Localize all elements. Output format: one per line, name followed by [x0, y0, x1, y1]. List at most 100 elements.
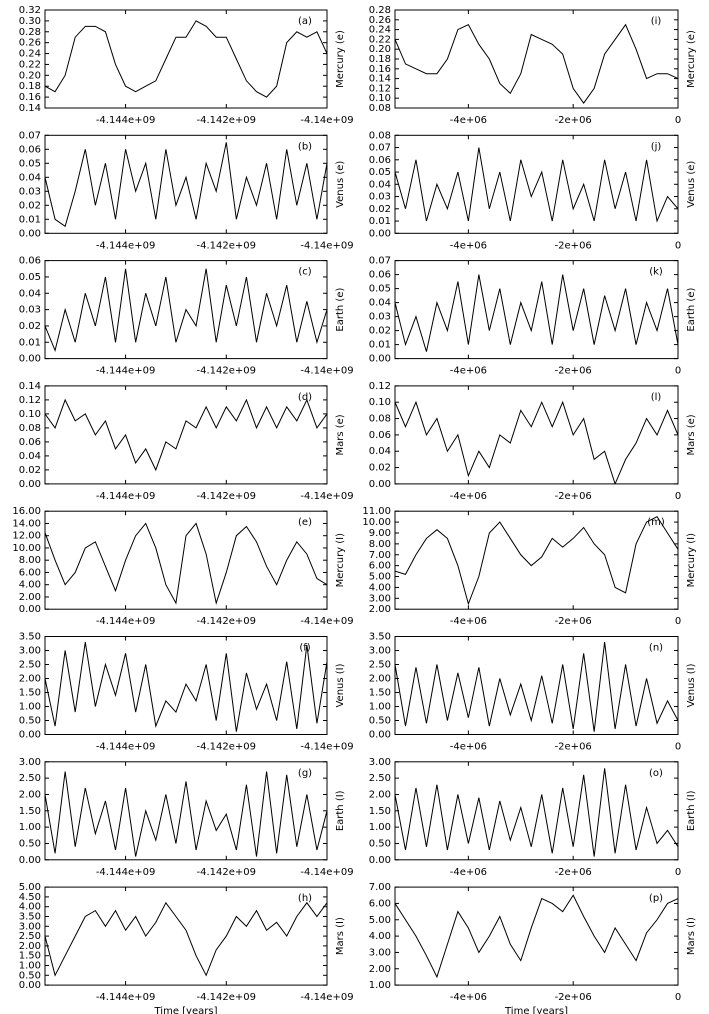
- y-tick-label: 0.50: [19, 716, 41, 727]
- y-tick-label: 8.00: [19, 555, 41, 566]
- data-line: [45, 268, 327, 353]
- y-tick-label: 0.26: [369, 15, 391, 26]
- y-tick-label: 3.00: [369, 757, 391, 768]
- x-tick-label: -4.142e+09: [197, 366, 257, 377]
- x-tick-label: -4e+06: [450, 867, 487, 878]
- y-tick-label: 10.00: [12, 543, 41, 554]
- x-tick-label: -4e+06: [450, 992, 487, 1003]
- y-tick-label: 4.00: [19, 580, 41, 591]
- x-tick-label: -4.14e+09: [300, 240, 353, 251]
- x-axis-label: Time [years]: [504, 1006, 568, 1014]
- plot-frame: [394, 761, 679, 861]
- y-tick-label: 0.06: [369, 270, 391, 281]
- y-tick-label: 0.24: [369, 25, 391, 36]
- y-tick-label: 0.03: [19, 305, 41, 316]
- y-tick-label: 0.00: [369, 228, 391, 239]
- data-line: [45, 522, 327, 606]
- data-line: [45, 398, 327, 472]
- data-line: [395, 400, 678, 484]
- x-tick-label: -4.142e+09: [197, 992, 257, 1003]
- y-tick-label: 1.00: [19, 961, 41, 972]
- panel-label: (h): [298, 893, 312, 904]
- plot-frame: [394, 134, 679, 234]
- plot-area: [395, 642, 678, 732]
- plot-area: [395, 400, 678, 484]
- data-line: [45, 20, 327, 98]
- y-tick-label: 0.04: [369, 179, 391, 190]
- y-tick-label: 2.50: [19, 773, 41, 784]
- panel-label: (f): [299, 643, 310, 654]
- y-tick-label: 5.00: [369, 915, 391, 926]
- plot-frame: [394, 9, 679, 109]
- data-line: [395, 515, 678, 606]
- data-line: [395, 23, 678, 104]
- y-tick-label: 0.03: [19, 186, 41, 197]
- x-tick-label: -4.144e+09: [96, 115, 156, 126]
- plot-area: [45, 771, 327, 857]
- y-tick-label: 0.00: [369, 730, 391, 741]
- y-tick-label: 0.00: [19, 855, 41, 866]
- y-tick-label: 0.01: [369, 216, 391, 227]
- y-tick-label: 0.00: [369, 855, 391, 866]
- y-tick-label: 0.01: [19, 337, 41, 348]
- x-tick-label: -4.144e+09: [96, 491, 156, 502]
- y-tick-label: 2.00: [19, 592, 41, 603]
- data-line: [395, 894, 678, 979]
- x-axis-label: Time [years]: [154, 1006, 218, 1014]
- y-tick-label: 0.10: [369, 93, 391, 104]
- y-tick-label: 9.00: [369, 528, 391, 539]
- data-line: [395, 642, 678, 732]
- y-tick-label: 11.00: [362, 506, 391, 517]
- y-tick-label: 7.00: [369, 550, 391, 561]
- y-tick-label: 4.50: [19, 892, 41, 903]
- plot-area: [45, 398, 327, 472]
- y-tick-label: 2.50: [19, 931, 41, 942]
- y-tick-label: 3.50: [369, 632, 391, 643]
- y-tick-label: 2.00: [19, 674, 41, 685]
- panel: 0.00 0.50 1.00 1.50 2.00 2.50 3.00 3.50 -4.144e+…: [19, 632, 354, 753]
- y-tick-label: 0.12: [19, 395, 41, 406]
- x-tick-label: -4e+06: [450, 115, 487, 126]
- y-tick-label: 1.00: [19, 702, 41, 713]
- y-tick-label: 0.05: [19, 272, 41, 283]
- y-tick-label: 12.00: [12, 531, 41, 542]
- panel: 0.00 0.01 0.02 0.03 0.04 0.05 0.06 -4.144e+09 -4…: [19, 256, 354, 377]
- x-tick-label: -4.14e+09: [300, 366, 353, 377]
- y-tick-label: 0.14: [369, 74, 391, 85]
- y-tick-label: 2.50: [369, 660, 391, 671]
- y-tick-label: 0.03: [369, 192, 391, 203]
- y-tick-label: 0.10: [369, 397, 391, 408]
- plot-frame: [44, 260, 328, 360]
- x-tick-label: -2e+06: [555, 616, 592, 627]
- y-axis-label: Mercury (I): [686, 533, 697, 588]
- y-tick-label: 0.04: [369, 298, 391, 309]
- y-axis-label: Earth (I): [335, 790, 346, 831]
- panel: 0.00 0.50 1.00 1.50 2.00 2.50 3.00 -4.144e+09 -4…: [19, 757, 354, 878]
- y-tick-label: 0.02: [369, 204, 391, 215]
- x-tick-label: 0: [675, 491, 681, 502]
- y-tick-label: 16.00: [12, 506, 41, 517]
- y-tick-label: 0.02: [369, 463, 391, 474]
- y-tick-label: 5.00: [369, 572, 391, 583]
- y-tick-label: 0.00: [19, 228, 41, 239]
- y-tick-label: 2.00: [19, 941, 41, 952]
- x-tick-label: -4e+06: [450, 491, 487, 502]
- panel: 0.000.501.001.502.002.503.003.504.004.50…: [19, 882, 354, 1014]
- y-tick-label: 2.00: [369, 789, 391, 800]
- x-tick-label: -4.142e+09: [197, 867, 257, 878]
- panel: 0.000.010.020.03 0.040.050.060.07 0.08 -4e+…: [369, 130, 697, 251]
- panel-label: (b): [298, 141, 312, 152]
- panel-label: (a): [298, 16, 312, 27]
- x-tick-label: -4.142e+09: [197, 616, 257, 627]
- panel-label: (g): [298, 768, 312, 779]
- y-tick-label: 0.06: [369, 430, 391, 441]
- panel-label: (m): [647, 517, 665, 528]
- y-tick-label: 6.00: [369, 561, 391, 572]
- plot-area: [45, 20, 327, 98]
- plot-area: [395, 274, 678, 352]
- data-line: [395, 147, 678, 223]
- y-tick-label: 6.00: [369, 898, 391, 909]
- y-tick-label: 0.20: [369, 44, 391, 55]
- y-tick-label: 1.50: [369, 688, 391, 699]
- panel: 0.00 0.02 0.04 0.06 0.08 0.10 0.12 0.14 -4.144e+…: [19, 381, 354, 502]
